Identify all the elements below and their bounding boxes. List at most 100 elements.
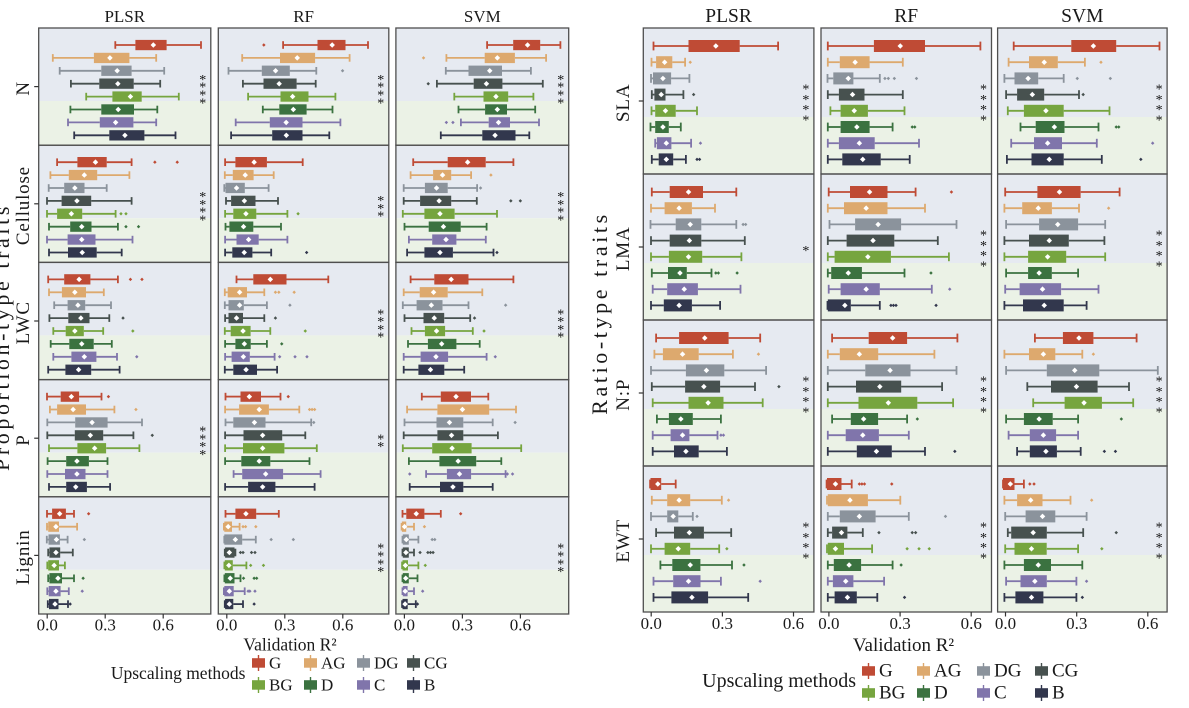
svg-text:N:P: N:P: [613, 379, 634, 411]
svg-text:*: *: [1156, 541, 1163, 556]
svg-text:AG: AG: [321, 654, 346, 673]
svg-text:Upscaling methods: Upscaling methods: [111, 663, 246, 683]
svg-text:*: *: [980, 541, 987, 556]
svg-text:*: *: [199, 206, 206, 221]
svg-text:0.0: 0.0: [641, 614, 662, 633]
svg-text:*: *: [557, 190, 564, 205]
svg-text:*: *: [1156, 531, 1163, 546]
svg-text:*: *: [980, 239, 987, 254]
svg-text:Validation R²: Validation R²: [853, 635, 955, 656]
svg-text:*: *: [980, 385, 987, 400]
svg-text:C: C: [374, 676, 385, 695]
svg-text:*: *: [199, 214, 206, 229]
svg-text:*: *: [802, 244, 809, 259]
svg-text:*: *: [199, 425, 206, 440]
svg-text:*: *: [377, 315, 384, 330]
svg-text:CG: CG: [424, 654, 448, 673]
svg-text:*: *: [802, 114, 809, 129]
svg-text:*: *: [802, 103, 809, 118]
svg-text:*: *: [1156, 249, 1163, 264]
svg-text:*: *: [802, 520, 809, 535]
svg-text:B: B: [1052, 683, 1065, 704]
svg-text:*: *: [557, 198, 564, 213]
svg-text:*: *: [557, 315, 564, 330]
svg-text:*: *: [377, 432, 384, 447]
svg-text:C: C: [994, 683, 1007, 704]
svg-text:*: *: [199, 96, 206, 111]
svg-text:*: *: [557, 550, 564, 565]
svg-text:CG: CG: [1052, 661, 1079, 682]
svg-text:G: G: [879, 661, 893, 682]
svg-text:G: G: [269, 654, 281, 673]
svg-text:*: *: [802, 395, 809, 410]
svg-text:*: *: [980, 374, 987, 389]
svg-text:*: *: [802, 82, 809, 97]
svg-text:SVM: SVM: [1061, 6, 1103, 27]
svg-text:*: *: [557, 565, 564, 580]
svg-text:*: *: [1156, 406, 1163, 421]
svg-text:*: *: [199, 198, 206, 213]
svg-text:0.6: 0.6: [1137, 614, 1158, 633]
svg-text:*: *: [980, 114, 987, 129]
svg-text:*: *: [802, 406, 809, 421]
svg-text:0.3: 0.3: [452, 616, 473, 635]
svg-text:Proportion-type traits: Proportion-type traits: [0, 203, 14, 471]
svg-text:*: *: [1156, 552, 1163, 567]
svg-text:D: D: [321, 676, 333, 695]
svg-text:EWT: EWT: [613, 519, 634, 563]
svg-text:*: *: [377, 210, 384, 225]
svg-text:*: *: [377, 565, 384, 580]
svg-text:*: *: [199, 448, 206, 463]
svg-text:0.3: 0.3: [95, 616, 116, 635]
svg-text:*: *: [557, 206, 564, 221]
svg-text:0.0: 0.0: [37, 616, 58, 635]
svg-text:*: *: [557, 81, 564, 96]
svg-text:BG: BG: [879, 683, 906, 704]
svg-text:B: B: [424, 676, 435, 695]
svg-text:DG: DG: [374, 654, 399, 673]
svg-text:*: *: [557, 307, 564, 322]
svg-text:*: *: [1156, 520, 1163, 535]
svg-text:*: *: [557, 73, 564, 88]
svg-text:D: D: [934, 683, 948, 704]
svg-text:*: *: [557, 542, 564, 557]
svg-text:0.0: 0.0: [216, 616, 237, 635]
svg-text:0.3: 0.3: [889, 614, 910, 633]
svg-text:0.6: 0.6: [332, 616, 353, 635]
svg-text:*: *: [377, 73, 384, 88]
svg-text:0.6: 0.6: [961, 614, 982, 633]
svg-text:*: *: [557, 331, 564, 346]
svg-text:*: *: [377, 331, 384, 346]
svg-text:*: *: [199, 81, 206, 96]
svg-text:0.0: 0.0: [818, 614, 839, 633]
svg-text:*: *: [1156, 239, 1163, 254]
svg-text:*: *: [802, 385, 809, 400]
svg-text:*: *: [557, 89, 564, 104]
svg-text:*: *: [557, 323, 564, 338]
svg-text:*: *: [199, 440, 206, 455]
svg-text:Ratio-type traits: Ratio-type traits: [587, 211, 612, 415]
svg-text:0.3: 0.3: [274, 616, 295, 635]
svg-text:*: *: [377, 557, 384, 572]
svg-text:*: *: [802, 541, 809, 556]
svg-text:PLSR: PLSR: [705, 6, 752, 27]
svg-text:*: *: [199, 190, 206, 205]
svg-text:*: *: [980, 552, 987, 567]
svg-text:SLA: SLA: [613, 84, 634, 122]
svg-text:*: *: [1156, 114, 1163, 129]
svg-text:0.3: 0.3: [1066, 614, 1087, 633]
svg-text:DG: DG: [994, 661, 1022, 682]
svg-text:LMA: LMA: [613, 226, 634, 271]
svg-text:*: *: [980, 395, 987, 410]
svg-text:*: *: [377, 202, 384, 217]
svg-text:SVM: SVM: [464, 7, 501, 26]
svg-text:0.0: 0.0: [394, 616, 415, 635]
svg-text:Upscaling methods: Upscaling methods: [702, 670, 856, 692]
svg-text:*: *: [802, 93, 809, 108]
svg-text:*: *: [377, 194, 384, 209]
svg-text:*: *: [802, 552, 809, 567]
svg-text:*: *: [377, 542, 384, 557]
svg-text:PLSR: PLSR: [104, 7, 145, 26]
svg-text:0.6: 0.6: [783, 614, 804, 633]
svg-text:Lignin: Lignin: [13, 529, 34, 584]
